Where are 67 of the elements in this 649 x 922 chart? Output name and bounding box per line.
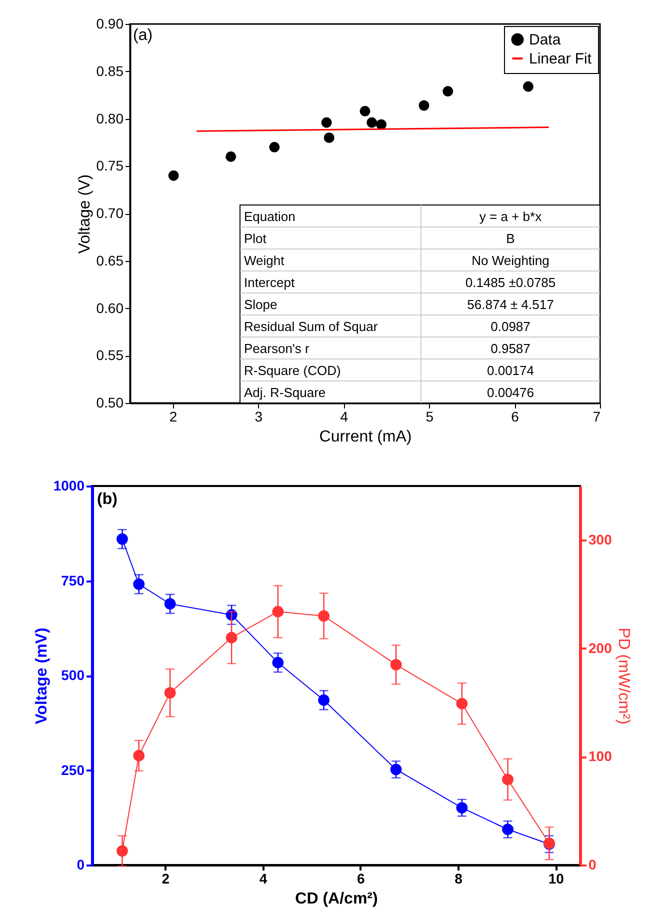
y-tick-label: 0.80 (96, 110, 124, 126)
x-tick-label: 5 (426, 408, 434, 424)
y-axis-title: Voltage (mV) (33, 628, 50, 724)
annotation: 0.00476 (487, 385, 534, 400)
y-tick-label: 0.90 (96, 16, 124, 32)
annotation: Intercept (244, 275, 295, 290)
legend-label: Data (529, 32, 562, 48)
annotation: 0.00174 (487, 363, 534, 378)
y-tick-label: 0.60 (96, 300, 124, 316)
y-tick-label: 0 (76, 856, 85, 872)
y-tick-label: 0.70 (96, 205, 124, 221)
x-tick-label: 4 (259, 870, 268, 886)
y-tick-label: 0.65 (96, 252, 124, 268)
annotation: Equation (244, 209, 296, 224)
x-tick-label: 3 (254, 408, 263, 424)
x-tick-label: 2 (169, 408, 178, 424)
y2-tick-label: 300 (588, 532, 612, 548)
x-tick-label: 6 (511, 408, 520, 424)
annotation: B (506, 231, 515, 246)
point (321, 117, 332, 128)
annotation: 0.0987 (490, 319, 530, 334)
y2-tick-label: 100 (588, 748, 612, 764)
annotation: 0.1485 ±0.0785 (465, 275, 556, 290)
point (418, 100, 430, 111)
x-tick-label: 10 (548, 870, 564, 886)
y2-tick-label: 0 (588, 856, 596, 872)
y2-axis-title: PD (mW/cm²) (614, 628, 632, 724)
y-tick-label: 1000 (53, 478, 85, 494)
annotation: Adj. R-Square (244, 385, 326, 400)
legend-label: Linear Fit (529, 50, 592, 68)
y-tick-label: 0.75 (96, 158, 124, 174)
y-tick-label: 0.55 (96, 347, 124, 364)
annotation: R-Square (COD) (244, 363, 341, 378)
x-tick-label: 4 (340, 408, 348, 424)
x-axis-title: Current (mA) (319, 428, 412, 446)
x-tick-label: 8 (454, 870, 463, 886)
annotation: 0.9587 (490, 341, 530, 356)
annotation: Residual Sum of Squar (244, 319, 378, 334)
point (168, 170, 179, 181)
y2-tick-label: 200 (588, 640, 612, 656)
annotation: Slope (244, 297, 278, 312)
y-tick-label: 250 (61, 762, 85, 778)
annotation: 56.874 ± 4.517 (467, 297, 554, 312)
y-tick-label: 500 (61, 667, 85, 683)
point (366, 117, 378, 128)
y-axis-title: Voltage (V) (76, 174, 94, 254)
annotation: Pearson's r (244, 341, 310, 356)
y-tick-label: 750 (61, 572, 85, 588)
annotation: Plot (244, 231, 267, 246)
annotation: No Weighting (472, 253, 550, 268)
point (269, 142, 280, 152)
point (226, 151, 236, 162)
point (360, 106, 370, 116)
x-axis-title: CD (A/cm²) (295, 890, 378, 908)
annotation: Weight (244, 253, 285, 268)
point (442, 86, 454, 97)
y-tick-label: 0.85 (96, 62, 124, 79)
point (376, 119, 386, 130)
y-tick-label: 0.50 (96, 394, 124, 410)
chart-title: (a) (133, 27, 153, 44)
x-tick-label: 7 (592, 408, 601, 424)
point (522, 81, 534, 92)
x-tick-label: 2 (162, 870, 170, 886)
point (324, 132, 334, 143)
chart-title: (b) (97, 491, 118, 508)
x-tick-label: 6 (357, 870, 365, 886)
annotation: y = a + b*x (479, 209, 542, 224)
